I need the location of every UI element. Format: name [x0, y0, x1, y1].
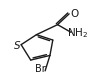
Text: S: S — [13, 41, 20, 51]
Text: NH$_2$: NH$_2$ — [67, 26, 88, 40]
Text: O: O — [70, 9, 79, 19]
Text: Br: Br — [35, 64, 46, 74]
